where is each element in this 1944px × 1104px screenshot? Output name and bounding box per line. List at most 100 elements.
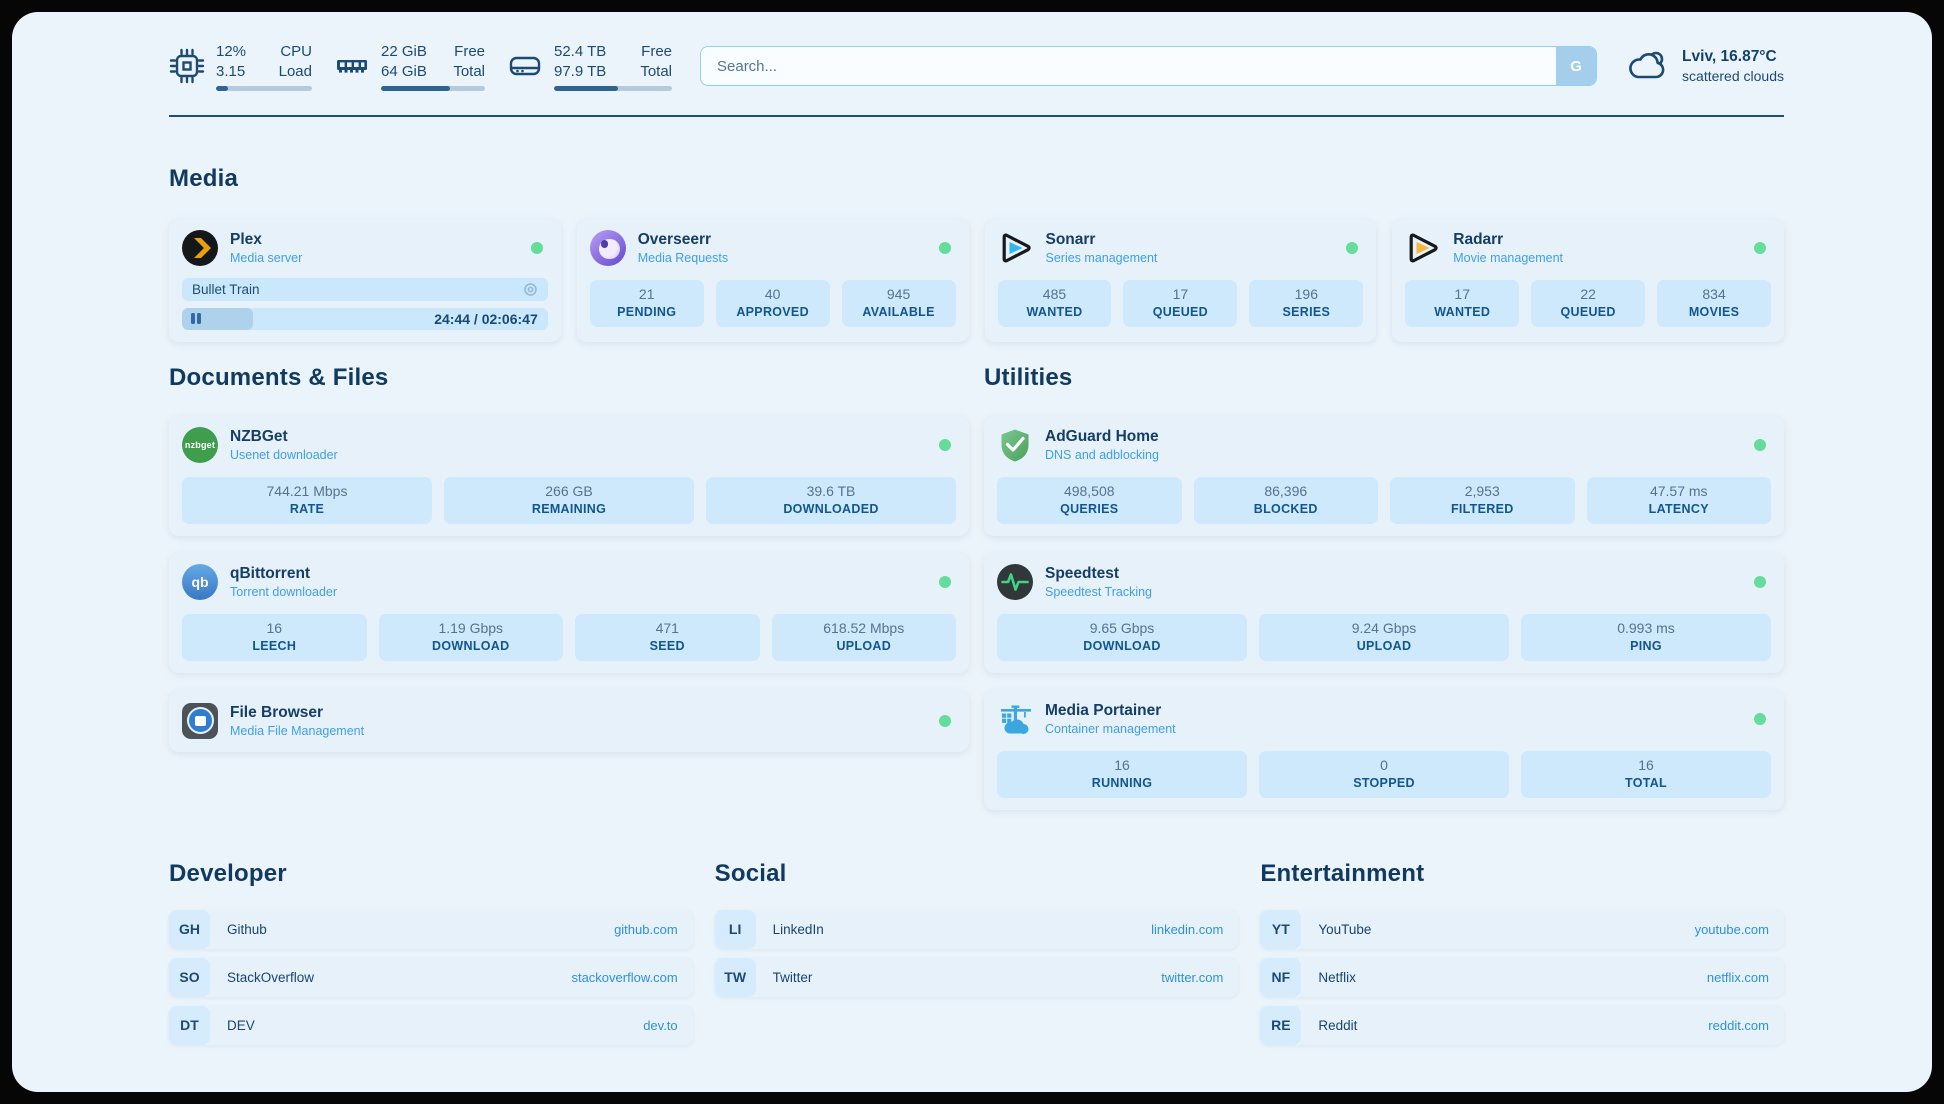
status-dot xyxy=(1754,241,1766,254)
card-qbittorrent[interactable]: qb qBittorrent Torrent downloader 16 LEEC… xyxy=(169,552,969,673)
stat-value: 21 xyxy=(638,285,655,302)
stat-box: 21 PENDING xyxy=(589,279,704,327)
disk-free-label: Free xyxy=(641,43,672,60)
stat-box: 471 SEED xyxy=(575,613,760,661)
weather-location: Lviv, 16.87°C xyxy=(1682,48,1777,66)
bookmark-stackoverflow[interactable]: SO StackOverflow stackoverflow.com xyxy=(169,957,693,997)
speedtest-icon xyxy=(997,563,1033,600)
stat-value: 744.21 Mbps xyxy=(266,482,348,499)
bookmark-dev[interactable]: DT DEV dev.to xyxy=(169,1005,693,1045)
card-radarr[interactable]: Radarr Movie management 17 WANTED 22 QUEUE… xyxy=(1392,218,1784,342)
stat-label: LATENCY xyxy=(1648,501,1709,516)
disk-free-value: 52.4 TB xyxy=(554,43,607,60)
status-dot xyxy=(1754,712,1766,725)
status-dot xyxy=(1754,438,1766,451)
cloud-icon xyxy=(1629,51,1665,79)
stats-row: 498,508 QUERIES 86,396 BLOCKED 2,953 FILTER… xyxy=(997,476,1771,524)
card-header: nzbget NZBGet Usenet downloader xyxy=(182,426,956,463)
bookmark-name: Github xyxy=(227,921,267,937)
stat-box: 9.65 Gbps DOWNLOAD xyxy=(997,613,1247,661)
bookmark-name: DEV xyxy=(227,1017,255,1033)
stat-label: SEED xyxy=(649,638,685,653)
pause-icon[interactable] xyxy=(191,313,201,325)
stat-label: BLOCKED xyxy=(1253,501,1318,516)
bookmark-url: dev.to xyxy=(643,1017,678,1033)
card-title: Media Portainer xyxy=(1045,701,1162,719)
stat-box: 498,508 QUERIES xyxy=(997,476,1182,524)
bookmark-github[interactable]: GH Github github.com xyxy=(169,909,693,949)
card-title: NZBGet xyxy=(230,427,288,445)
stat-value: 16 xyxy=(1638,756,1654,773)
stat-box: 22 QUEUED xyxy=(1531,279,1646,327)
card-header: Radarr Movie management xyxy=(1405,230,1771,266)
status-dot xyxy=(1346,241,1359,254)
card-filebrowser[interactable]: File Browser Media File Management xyxy=(169,689,969,752)
card-sonarr[interactable]: Sonarr Series management 485 WANTED 17 QUE… xyxy=(984,218,1377,342)
memory-stat: 22 GiB Free 64 GiB Total xyxy=(334,42,485,91)
status-dot xyxy=(939,438,951,451)
stat-box: 17 QUEUED xyxy=(1123,279,1238,327)
stat-label: DOWNLOAD xyxy=(1083,638,1161,653)
stat-label: UPLOAD xyxy=(1356,638,1412,653)
portainer-icon xyxy=(997,701,1033,737)
status-dot xyxy=(1754,575,1766,588)
card-subtitle: Container management xyxy=(1045,721,1176,736)
stat-label: UPLOAD xyxy=(836,638,892,653)
stat-value: 22 xyxy=(1580,285,1596,302)
card-adguard[interactable]: AdGuard Home DNS and adblocking 498,508 Q… xyxy=(984,415,1784,536)
stat-box: 47.57 ms LATENCY xyxy=(1586,476,1771,524)
middle-columns: Documents & Files nzbget NZBGet Usenet d… xyxy=(169,364,1784,810)
nzbget-icon: nzbget xyxy=(182,426,218,463)
stat-value: 17 xyxy=(1454,285,1470,302)
bookmark-badge: YT xyxy=(1260,909,1302,949)
bookmark-netflix[interactable]: NF Netflix netflix.com xyxy=(1260,957,1784,997)
stat-value: 945 xyxy=(886,285,911,302)
stat-label: QUEUED xyxy=(1152,304,1209,319)
view-details-icon[interactable] xyxy=(523,282,538,297)
disk-stat: 52.4 TB Free 97.9 TB Total xyxy=(507,42,672,91)
stat-box: 86,396 BLOCKED xyxy=(1193,476,1378,524)
card-speedtest[interactable]: Speedtest Speedtest Tracking 9.65 Gbps DO… xyxy=(984,552,1784,673)
bookmark-reddit[interactable]: RE Reddit reddit.com xyxy=(1260,1005,1784,1045)
bookmark-group-developer: Developer GH Github github.com SO StackO… xyxy=(169,860,693,1045)
stats-row: 17 WANTED 22 QUEUED 834 MOVIES xyxy=(1405,279,1772,327)
stat-box: 266 GB REMAINING xyxy=(444,476,694,524)
bookmark-badge: TW xyxy=(714,957,756,997)
stat-value: 86,396 xyxy=(1264,482,1308,499)
filebrowser-icon xyxy=(182,702,218,739)
stat-value: 9.65 Gbps xyxy=(1089,619,1155,636)
search-engine-button[interactable]: G xyxy=(1556,47,1597,86)
header-divider xyxy=(169,114,1784,117)
section-title-media: Media xyxy=(169,164,239,192)
card-title: Sonarr xyxy=(1045,230,1096,248)
search-input[interactable] xyxy=(701,57,1557,75)
card-subtitle: DNS and adblocking xyxy=(1045,447,1159,462)
card-title: File Browser xyxy=(230,703,324,721)
stat-label: STOPPED xyxy=(1353,775,1415,790)
card-plex[interactable]: Plex Media server Bullet Train 24:44 / 0… xyxy=(169,218,561,342)
bookmark-group-social: Social LI LinkedIn linkedin.com TW Twitt… xyxy=(714,859,1239,1045)
card-subtitle: Torrent downloader xyxy=(230,584,338,599)
stat-box: 834 MOVIES xyxy=(1657,279,1772,327)
bookmark-url: linkedin.com xyxy=(1151,921,1224,937)
card-nzbget[interactable]: nzbget NZBGet Usenet downloader 744.21 M… xyxy=(169,415,969,536)
card-overseerr[interactable]: Overseerr Media Requests 21 PENDING 40 APP… xyxy=(576,218,969,342)
plex-icon xyxy=(182,229,218,266)
stat-value: 17 xyxy=(1172,285,1189,302)
stat-value: 16 xyxy=(1114,756,1130,773)
stat-box: 945 AVAILABLE xyxy=(841,279,956,327)
section-title-developer: Developer xyxy=(169,859,287,887)
bookmark-twitter[interactable]: TW Twitter twitter.com xyxy=(714,957,1239,997)
section-title-social: Social xyxy=(714,859,787,887)
bookmark-url: stackoverflow.com xyxy=(571,969,678,985)
bookmark-badge: RE xyxy=(1260,1005,1302,1045)
bookmark-linkedin[interactable]: LI LinkedIn linkedin.com xyxy=(714,909,1239,949)
section-title-utilities: Utilities xyxy=(984,363,1073,391)
card-header: Sonarr Series management xyxy=(998,230,1364,266)
now-playing-row: Bullet Train xyxy=(182,277,548,301)
card-portainer[interactable]: Media Portainer Container management 16 R… xyxy=(984,689,1784,810)
disk-progress-bar xyxy=(554,85,672,91)
card-subtitle: Series management xyxy=(1045,250,1158,265)
bookmark-youtube[interactable]: YT YouTube youtube.com xyxy=(1260,909,1784,949)
